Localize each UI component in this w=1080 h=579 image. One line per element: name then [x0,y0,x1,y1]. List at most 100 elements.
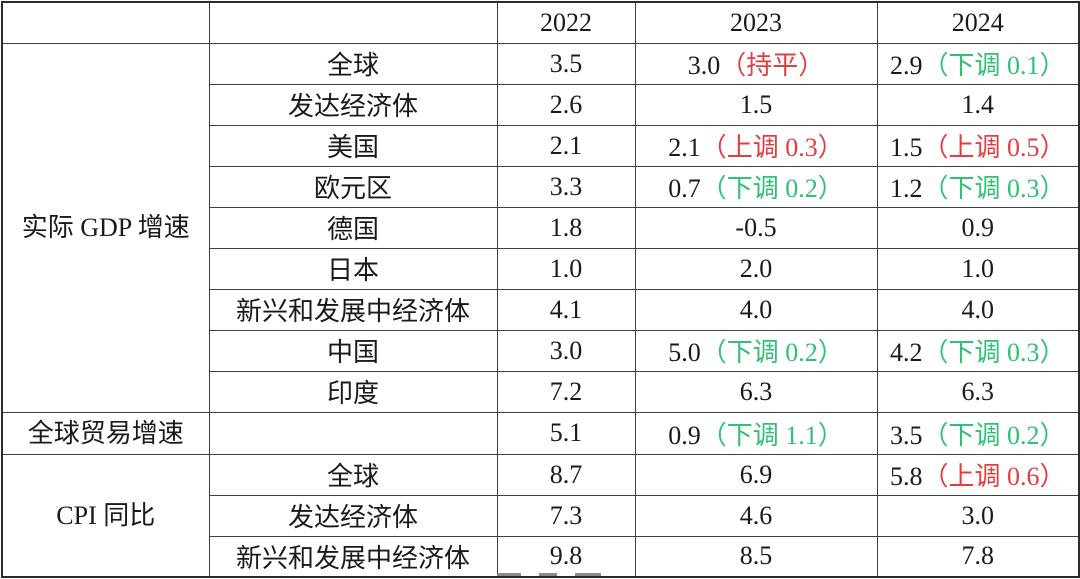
table-row: 发达经济体 7.3 4.6 3.0 [2,494,1080,537]
value-cell: 6.3 [876,370,1080,413]
table-row: 新兴和发展中经济体 4.1 4.0 4.0 [2,288,1080,331]
region-cell: 新兴和发展中经济体 [208,535,498,578]
value-text: 3.0 [549,335,583,365]
value-cell: 1.2（下调 0.3） [876,165,1080,208]
table-row: 德国 1.8 -0.5 0.9 [2,206,1080,249]
value-cell: -0.5 [634,206,878,249]
region-cell: 新兴和发展中经济体 [208,288,498,331]
value-text: 6.3 [961,376,995,406]
value-cell: 2.6 [496,83,636,126]
value-cell: 2.0 [634,247,878,290]
region-cell: 发达经济体 [208,83,498,126]
value-text: 3.3 [549,171,583,201]
value-cell: 4.0 [634,288,878,331]
table-row: 全球贸易增速 5.1 0.9（下调 1.1） 3.5（下调 0.2） [1,411,1080,455]
value-text: 6.9 [739,459,773,489]
value-cell: 1.4 [876,83,1080,126]
table-row: 印度 7.2 6.3 6.3 [2,370,1080,413]
header-year-2024: 2024 [876,1,1080,44]
category-cell: 全球贸易增速 [1,411,210,455]
header-year-2022: 2022 [496,1,636,44]
value-cell: 3.5（下调 0.2） [876,411,1080,455]
value-cell: 1.5（上调 0.5） [876,124,1080,167]
header-year-2023: 2023 [634,1,878,44]
value-text: 1.4 [961,89,995,119]
value-cell: 2.1（上调 0.3） [634,124,878,167]
region-cell: 日本 [208,247,498,290]
value-cell: 5.8（上调 0.6） [876,453,1080,496]
value-text: 2.6 [549,89,583,119]
table-row: CPI 同比 全球 8.7 6.9 5.8（上调 0.6） [1,453,1080,578]
value-text: -0.5 [735,212,777,242]
revision-note: （上调 0.6） [922,462,1066,491]
value-text: 5.8 [889,462,923,491]
revision-note: （持平） [720,51,825,80]
value-cell: 5.0（下调 0.2） [634,329,878,372]
value-cell: 6.9 [634,453,878,496]
value-cell: 1.8 [496,206,636,249]
value-cell: 3.3 [496,165,636,208]
value-text: 4.1 [549,294,583,324]
value-text: 4.0 [739,294,773,324]
value-cell: 7.8 [876,535,1080,578]
value-cell: 3.0 [876,494,1080,537]
value-cell: 4.0 [876,288,1080,331]
category-cell: 实际 GDP 增速 [1,42,210,413]
value-text: 0.9 [961,212,995,242]
value-text: 2.1 [668,133,701,162]
value-text: 2.0 [739,253,773,283]
value-text: 3.0 [687,51,721,80]
value-cell: 0.9（下调 1.1） [634,411,878,455]
revision-note: （上调 0.3） [700,133,844,162]
value-text: 3.5 [889,420,923,450]
header-empty-category-cell [1,1,210,44]
value-cell: 3.5 [496,42,636,85]
revision-note: （下调 0.1） [922,51,1066,80]
revision-note: （下调 0.2） [700,174,844,203]
value-cell: 7.2 [496,370,636,413]
revision-note: （上调 0.5） [922,133,1066,162]
value-text: 2.9 [889,51,923,80]
region-cell: 德国 [208,206,498,249]
revision-note: （下调 0.2） [700,338,844,367]
region-cell: 欧元区 [208,165,498,208]
revision-note: （下调 1.1） [700,420,844,450]
value-cell: 3.0（持平） [634,42,878,85]
value-cell: 7.3 [496,494,636,537]
value-cell: 9.8 [496,535,636,578]
value-cell: 2.1 [496,124,636,167]
value-text: 0.7 [668,174,701,203]
value-cell: 0.7（下调 0.2） [634,165,878,208]
value-text: 0.9 [668,420,701,450]
value-text: 7.8 [961,541,995,571]
value-cell: 5.1 [496,411,636,455]
table-row: 实际 GDP 增速 全球 3.5 3.0（持平） 2.9（下调 0.1） [1,42,1080,413]
value-text: 3.5 [549,48,583,78]
value-text: 1.2 [889,174,923,203]
value-text: 1.8 [549,212,583,242]
region-cell: 中国 [208,329,498,372]
region-cell [208,411,498,455]
table-row: 中国 3.0 5.0（下调 0.2） 4.2（下调 0.3） [2,329,1080,372]
value-text: 6.3 [739,376,773,406]
value-text: 8.5 [739,541,773,571]
value-text: 5.0 [668,338,701,367]
value-cell: 2.9（下调 0.1） [876,42,1080,85]
header-empty-region-cell [208,1,498,44]
value-cell: 0.9 [876,206,1080,249]
value-text: 4.6 [739,500,773,530]
value-cell: 4.1 [496,288,636,331]
value-text: 4.0 [961,294,995,324]
value-text: 1.0 [961,253,995,283]
value-cell: 1.0 [876,247,1080,290]
table-row: 新兴和发展中经济体 9.8 8.5 7.8 [2,535,1080,578]
value-cell: 4.6 [634,494,878,537]
region-cell: 美国 [208,124,498,167]
value-cell: 4.2（下调 0.3） [876,329,1080,372]
value-text: 2.1 [549,130,583,160]
value-text: 3.0 [961,500,995,530]
table-row: 欧元区 3.3 0.7（下调 0.2） 1.2（下调 0.3） [2,165,1080,208]
revision-note: （下调 0.3） [922,174,1066,203]
